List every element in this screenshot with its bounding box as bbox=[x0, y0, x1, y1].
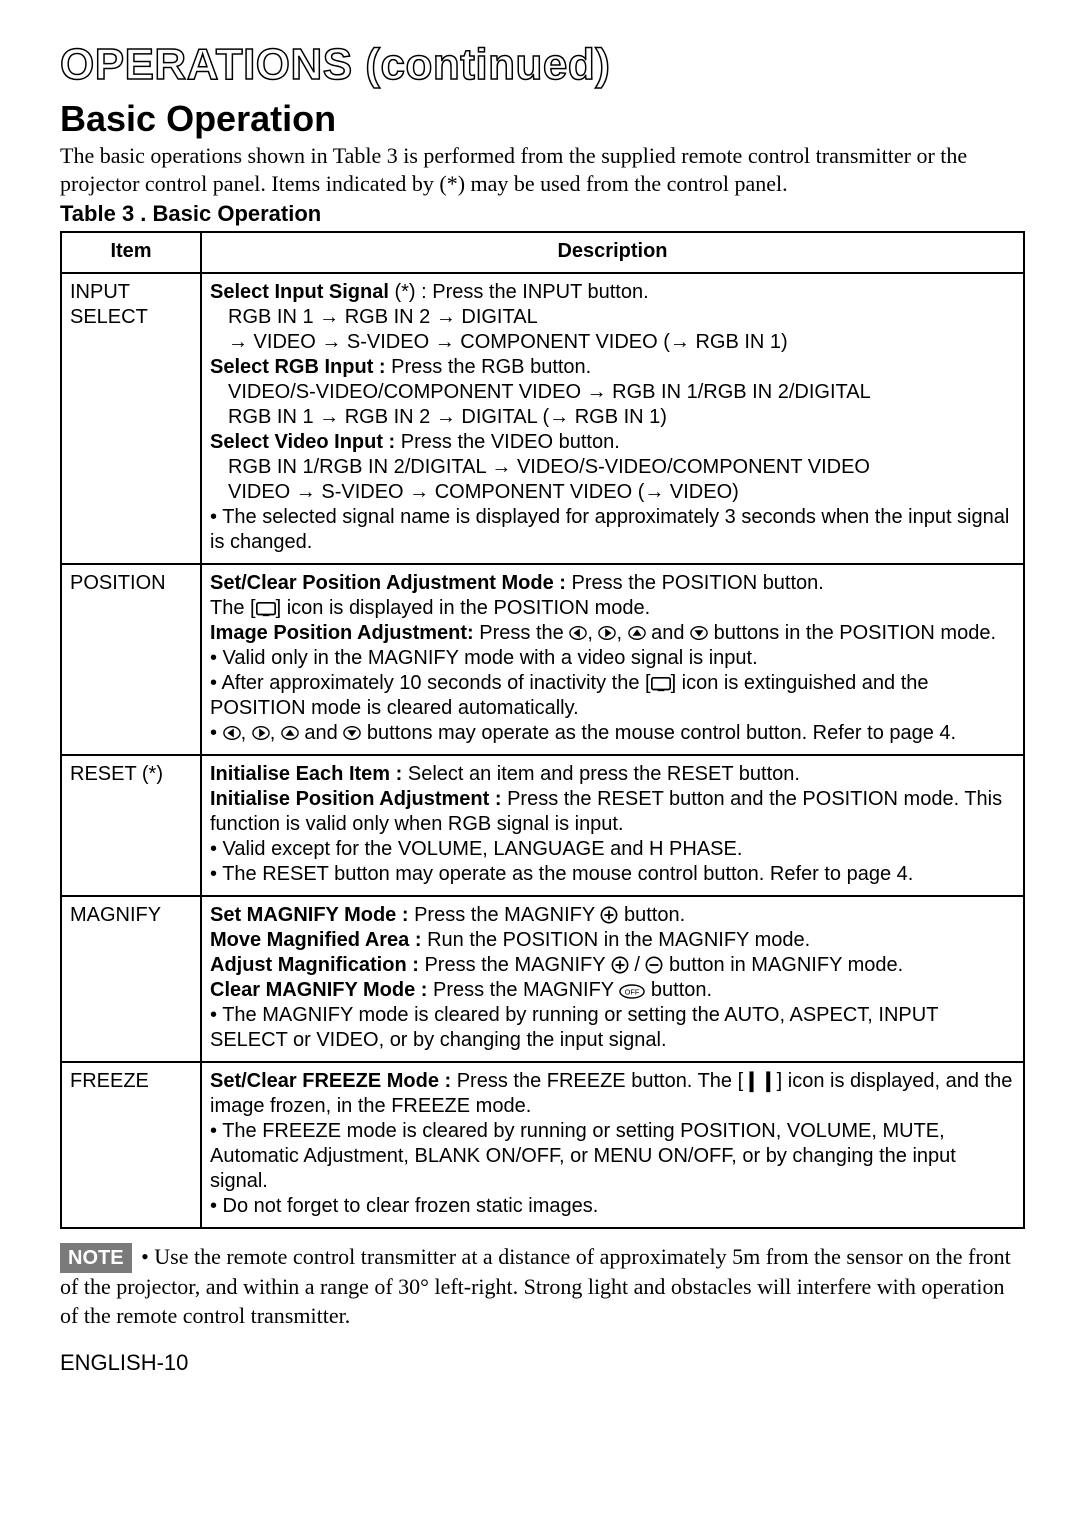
desc-magnify: Set MAGNIFY Mode : Press the MAGNIFY but… bbox=[201, 896, 1024, 1062]
left-icon bbox=[223, 724, 241, 742]
text: • Do not forget to clear frozen static i… bbox=[210, 1195, 598, 1217]
text: • After approximately 10 seconds of inac… bbox=[210, 672, 651, 694]
label: Set/Clear Position Adjustment Mode : bbox=[210, 572, 566, 594]
off-icon bbox=[619, 984, 645, 999]
text: and bbox=[299, 722, 343, 744]
note-block: NOTE • Use the remote control transmitte… bbox=[60, 1243, 1025, 1330]
screen-icon bbox=[256, 602, 276, 617]
text: buttons may operate as the mouse control… bbox=[367, 722, 956, 744]
desc-position: Set/Clear Position Adjustment Mode : Pre… bbox=[201, 564, 1024, 755]
item-magnify: MAGNIFY bbox=[61, 896, 201, 1062]
text: , bbox=[241, 722, 247, 744]
down-icon bbox=[690, 624, 708, 642]
desc-freeze: Set/Clear FREEZE Mode : Press the FREEZE… bbox=[201, 1062, 1024, 1228]
page-footer: ENGLISH-10 bbox=[60, 1350, 1025, 1376]
text: • The selected signal name is displayed … bbox=[210, 506, 1009, 553]
table-row: INPUT SELECT Select Input Signal (*) : P… bbox=[61, 273, 1024, 564]
text: Press the MAGNIFY bbox=[419, 954, 611, 976]
text: Select an item and press the RESET butto… bbox=[402, 763, 800, 785]
label: Move Magnified Area : bbox=[210, 929, 422, 951]
text: VIDEO/S-VIDEO/COMPONENT VIDEO → RGB IN 1… bbox=[210, 380, 1015, 405]
minus-icon bbox=[645, 956, 663, 974]
text: buttons in the POSITION mode. bbox=[714, 622, 996, 644]
item-input-select: INPUT SELECT bbox=[61, 273, 201, 564]
text: (*) : Press the INPUT button. bbox=[389, 281, 649, 303]
label: Select RGB Input : bbox=[210, 356, 386, 378]
text: / bbox=[629, 954, 646, 976]
col-item: Item bbox=[61, 232, 201, 273]
table-row: FREEZE Set/Clear FREEZE Mode : Press the… bbox=[61, 1062, 1024, 1228]
label: Set/Clear FREEZE Mode : bbox=[210, 1070, 451, 1092]
text: and bbox=[646, 622, 690, 644]
basic-operation-table: Item Description INPUT SELECT Select Inp… bbox=[60, 231, 1025, 1229]
text: Press the bbox=[474, 622, 570, 644]
text: button. bbox=[645, 979, 712, 1001]
label: Initialise Position Adjustment : bbox=[210, 788, 502, 810]
up-icon bbox=[628, 624, 646, 642]
text: • The RESET button may operate as the mo… bbox=[210, 863, 913, 885]
text: RGB IN 1 → RGB IN 2 → DIGITAL bbox=[210, 305, 1015, 330]
label: Clear MAGNIFY Mode : bbox=[210, 979, 427, 1001]
table-row: POSITION Set/Clear Position Adjustment M… bbox=[61, 564, 1024, 755]
desc-input-select: Select Input Signal (*) : Press the INPU… bbox=[201, 273, 1024, 564]
text: Press the FREEZE button. The [ bbox=[451, 1070, 743, 1092]
plus-icon bbox=[600, 906, 618, 924]
text: VIDEO → S-VIDEO → COMPONENT VIDEO (→ VID… bbox=[210, 480, 1015, 505]
text: , bbox=[616, 622, 622, 644]
text: button in MAGNIFY mode. bbox=[663, 954, 903, 976]
label: Adjust Magnification : bbox=[210, 954, 419, 976]
right-icon bbox=[598, 624, 616, 642]
text: Press the MAGNIFY bbox=[409, 904, 601, 926]
text: , bbox=[270, 722, 276, 744]
down-icon bbox=[343, 724, 361, 742]
item-position: POSITION bbox=[61, 564, 201, 755]
text: → VIDEO → S-VIDEO → COMPONENT VIDEO (→ R… bbox=[210, 330, 1015, 355]
screen-icon bbox=[651, 677, 671, 692]
table-caption: Table 3 . Basic Operation bbox=[60, 201, 1025, 227]
pause-icon: ❙❙ bbox=[743, 1070, 777, 1092]
label: Set MAGNIFY Mode : bbox=[210, 904, 409, 926]
plus-icon bbox=[611, 956, 629, 974]
text: • Valid except for the VOLUME, LANGUAGE … bbox=[210, 838, 742, 860]
up-icon bbox=[281, 724, 299, 742]
item-reset: RESET (*) bbox=[61, 755, 201, 896]
label: Select Video Input : bbox=[210, 431, 395, 453]
section-title: Basic Operation bbox=[60, 98, 1025, 140]
text: RGB IN 1 → RGB IN 2 → DIGITAL (→ RGB IN … bbox=[210, 405, 1015, 430]
text: • The FREEZE mode is cleared by running … bbox=[210, 1120, 956, 1192]
page-heading: OPERATIONS (continued) bbox=[60, 40, 1025, 90]
text: , bbox=[587, 622, 593, 644]
text: • The MAGNIFY mode is cleared by running… bbox=[210, 1004, 938, 1051]
table-row: RESET (*) Initialise Each Item : Select … bbox=[61, 755, 1024, 896]
table-row: MAGNIFY Set MAGNIFY Mode : Press the MAG… bbox=[61, 896, 1024, 1062]
text: ] icon is displayed in the POSITION mode… bbox=[276, 597, 651, 619]
text: • Valid only in the MAGNIFY mode with a … bbox=[210, 647, 758, 669]
intro-text: The basic operations shown in Table 3 is… bbox=[60, 142, 1025, 197]
note-badge: NOTE bbox=[60, 1243, 132, 1273]
label: Initialise Each Item : bbox=[210, 763, 402, 785]
text: Run the POSITION in the MAGNIFY mode. bbox=[422, 929, 811, 951]
text: Press the POSITION button. bbox=[566, 572, 824, 594]
text: The [ bbox=[210, 597, 256, 619]
text: Press the VIDEO button. bbox=[395, 431, 620, 453]
label: Image Position Adjustment: bbox=[210, 622, 474, 644]
text: button. bbox=[618, 904, 685, 926]
text: Press the RGB button. bbox=[386, 356, 592, 378]
text: RGB IN 1/RGB IN 2/DIGITAL → VIDEO/S-VIDE… bbox=[210, 455, 1015, 480]
label: Select Input Signal bbox=[210, 281, 389, 303]
left-icon bbox=[569, 624, 587, 642]
note-text: • Use the remote control transmitter at … bbox=[60, 1244, 1011, 1328]
right-icon bbox=[252, 724, 270, 742]
col-description: Description bbox=[201, 232, 1024, 273]
item-freeze: FREEZE bbox=[61, 1062, 201, 1228]
text: Press the MAGNIFY bbox=[427, 979, 619, 1001]
desc-reset: Initialise Each Item : Select an item an… bbox=[201, 755, 1024, 896]
text: • bbox=[210, 722, 223, 744]
